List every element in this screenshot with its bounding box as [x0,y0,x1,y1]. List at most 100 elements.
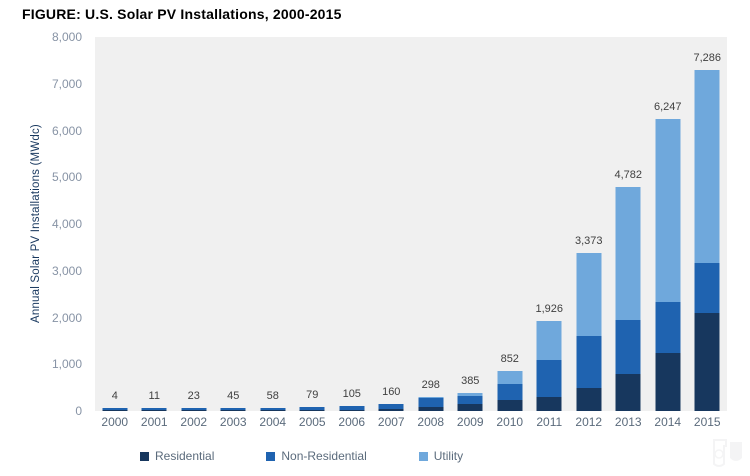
legend-item-residential: Residential [140,449,214,463]
legend-swatch-residential [140,451,149,461]
x-tick-2008: 2008 [417,415,445,429]
non_residential-segment-2004 [260,408,286,410]
x-tick-2009: 2009 [456,415,484,429]
plot-area: 4 11 23 45 58 79 105 160 298 385 852 1,926 3,373 4,78… [95,37,727,411]
residential-segment-2011 [536,397,562,411]
residential-segment-2001 [141,409,167,411]
y-tick-5000: 5,000 [51,170,82,185]
data-label-2005: 79 [306,389,319,402]
utility-segment-2008 [418,397,444,398]
bar-group-2013: 4,782 [609,37,649,411]
utility-segment-2013 [615,187,641,321]
residential-segment-2008 [418,407,444,411]
x-tick-2013: 2013 [614,415,642,429]
non_residential-segment-2012 [576,336,602,389]
non_residential-segment-2008 [418,397,444,408]
x-tick-2002: 2002 [180,415,208,429]
x-tick-2001: 2001 [140,415,168,429]
bar-group-2000: 4 [95,37,135,411]
residential-segment-2013 [615,373,641,411]
residential-segment-2015 [694,312,720,411]
non_residential-segment-2007 [378,403,404,409]
x-tick-2007: 2007 [377,415,405,429]
y-tick-7000: 7,000 [51,76,82,91]
y-tick-4000: 4,000 [51,217,82,231]
y-tick-6000: 6,000 [51,123,82,138]
utility-segment-2010 [497,371,523,384]
x-tick-2014: 2014 [654,415,682,429]
x-tick-2005: 2005 [298,415,326,429]
non_residential-segment-2000 [102,408,128,410]
non_residential-segment-2014 [655,301,681,354]
x-axis-tick-labels: 2000 2001 2002 2003 2004 2005 2006 2007 2008 2009… [95,415,727,431]
legend-swatch-utility [418,451,428,461]
residential-segment-2005 [299,409,325,411]
x-tick-2006: 2006 [338,415,366,429]
residential-segment-2007 [378,409,404,411]
non_residential-segment-2009 [457,395,483,404]
residential-segment-2002 [181,409,207,411]
non_residential-segment-2002 [181,408,207,410]
bar-group-2004: 58 [253,37,293,411]
residential-segment-2006 [339,409,365,411]
residential-segment-2004 [260,409,286,411]
non_residential-segment-2006 [339,406,365,410]
data-label-2003: 45 [227,390,240,402]
bar-group-2014: 6,247 [648,37,688,411]
x-tick-2000: 2000 [101,415,129,429]
legend-label-non_residential: Non-Residential [281,449,367,463]
x-tick-2012: 2012 [575,415,603,429]
utility-segment-2012 [576,253,602,337]
data-label-2004: 58 [266,390,279,402]
data-label-2009: 385 [461,375,480,388]
x-tick-2011: 2011 [536,415,563,429]
residential-segment-2000 [102,409,128,411]
non_residential-segment-2015 [694,262,720,313]
data-label-2010: 852 [500,353,519,366]
residential-segment-2003 [220,410,246,411]
data-label-2014: 6,247 [653,100,682,113]
utility-segment-2014 [655,118,681,302]
y-tick-3000: 3,000 [51,263,82,278]
non_residential-segment-2011 [536,359,562,398]
data-label-2013: 4,782 [614,169,643,182]
bar-group-2007: 160 [372,37,412,411]
bar-group-2005: 79 [293,37,333,411]
legend-label-utility: Utility [433,449,464,463]
watermark-logo [713,439,742,467]
bar-group-2010: 852 [490,37,530,411]
y-tick-8000: 8,000 [51,30,82,44]
data-label-2006: 105 [342,388,361,401]
bar-group-2001: 11 [135,37,175,411]
non_residential-segment-2005 [299,407,325,410]
non_residential-segment-2010 [497,383,523,400]
bar-group-2009: 385 [451,37,491,411]
residential-segment-2009 [457,403,483,411]
residential-segment-2012 [576,388,602,411]
bar-group-2002: 23 [174,37,214,411]
data-label-2007: 160 [382,385,401,398]
data-label-2012: 3,373 [574,235,603,248]
y-tick-0: 0 [75,404,82,418]
x-tick-2015: 2015 [693,415,721,429]
legend-item-non_residential: Non-Residential [266,449,367,463]
data-label-2002: 23 [187,390,200,402]
utility-segment-2011 [536,320,562,360]
legend-item-utility: Utility [418,449,464,463]
data-label-2001: 11 [148,390,160,402]
bar-group-2006: 105 [332,37,372,411]
residential-segment-2010 [497,399,523,411]
x-tick-2004: 2004 [259,415,287,429]
non_residential-segment-2001 [141,408,167,410]
x-tick-2010: 2010 [496,415,524,429]
bar-group-2015: 7,286 [688,37,728,411]
chart-legend: Residential Non-Residential Utility [95,449,727,463]
data-label-2008: 298 [421,379,440,392]
y-tick-2000: 2,000 [51,310,82,325]
legend-label-residential: Residential [155,449,215,463]
data-label-2015: 7,286 [693,52,722,65]
utility-segment-2009 [457,393,483,396]
y-axis-tick-labels: 0 1,000 2,000 3,000 4,000 5,000 6,000 7,000 8,00… [0,30,88,418]
residential-segment-2014 [655,353,681,411]
